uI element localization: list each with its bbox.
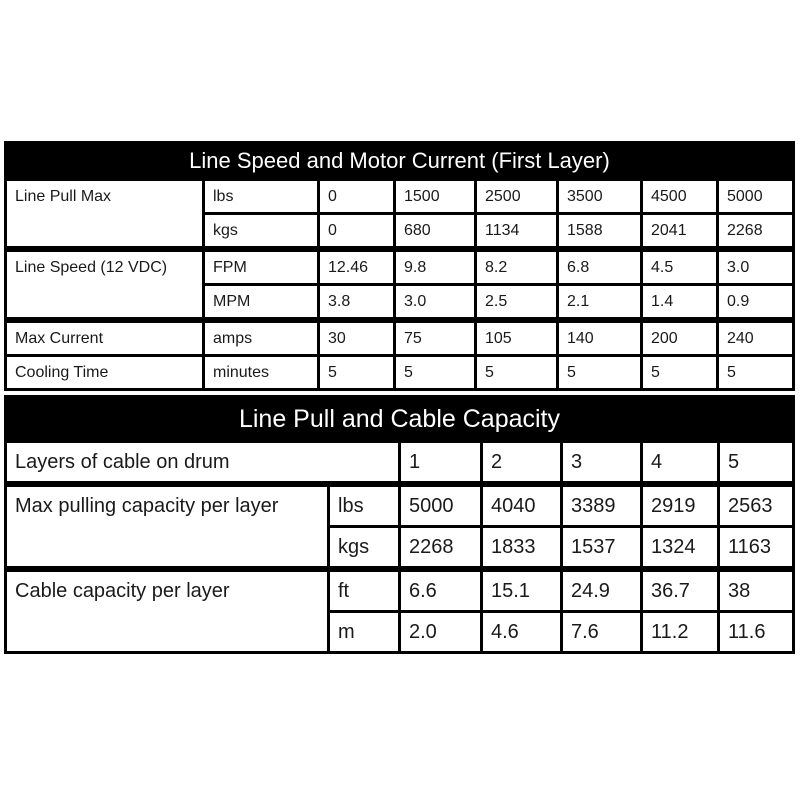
row-label: Cable capacity per layer (7, 569, 327, 651)
table-title: Line Speed and Motor Current (First Laye… (7, 144, 792, 178)
value-cell: 6.8 (559, 249, 640, 283)
value-cell: 11.6 (720, 613, 792, 651)
unit-cell: m (330, 613, 398, 651)
value-cell: 12.46 (320, 249, 393, 283)
value-cell: 1500 (396, 181, 474, 212)
value-cell: 200 (643, 320, 716, 354)
value-cell: 8.2 (477, 249, 556, 283)
value-cell: 2268 (401, 528, 480, 566)
value-cell: 4040 (483, 484, 560, 525)
unit-cell: FPM (205, 249, 317, 283)
value-cell: 2.1 (559, 286, 640, 317)
value-cell: 240 (719, 320, 792, 354)
value-cell: 2500 (477, 181, 556, 212)
value-cell: 1324 (643, 528, 717, 566)
value-cell: 5 (320, 357, 393, 388)
value-cell: 140 (559, 320, 640, 354)
value-cell: 5 (477, 357, 556, 388)
value-cell: 3.8 (320, 286, 393, 317)
value-cell: 1833 (483, 528, 560, 566)
row-label: Cooling Time (7, 357, 202, 388)
table-row: kgs 0 680 1134 1588 2041 2268 (7, 215, 792, 246)
row-label: Layers of cable on drum (7, 443, 398, 481)
value-cell: 3389 (563, 484, 640, 525)
row-label: Max pulling capacity per layer (7, 484, 327, 566)
header-cell: 1 (401, 443, 480, 481)
value-cell: 5000 (719, 181, 792, 212)
value-cell: 3500 (559, 181, 640, 212)
value-cell: 1.4 (643, 286, 716, 317)
table-row: MPM 3.8 3.0 2.5 2.1 1.4 0.9 (7, 286, 792, 317)
table-row: Line Speed (12 VDC) FPM 12.46 9.8 8.2 6.… (7, 249, 792, 317)
unit-cell: kgs (330, 528, 398, 566)
value-cell: 5 (719, 357, 792, 388)
value-cell: 36.7 (643, 569, 717, 610)
value-cell: 1537 (563, 528, 640, 566)
line-speed-table: Line Speed and Motor Current (First Laye… (4, 141, 795, 391)
value-cell: 2.5 (477, 286, 556, 317)
value-cell: 5000 (401, 484, 480, 525)
value-cell: 0.9 (719, 286, 792, 317)
header-cell: 4 (643, 443, 717, 481)
unit-cell: kgs (205, 215, 317, 246)
table-row: m 2.0 4.6 7.6 11.2 11.6 (7, 613, 792, 651)
unit-cell: amps (205, 320, 317, 354)
value-cell: 105 (477, 320, 556, 354)
value-cell: 680 (396, 215, 474, 246)
table-row: Cable capacity per layer ft 6.6 15.1 24.… (7, 569, 792, 651)
header-cell: 2 (483, 443, 560, 481)
value-cell: 30 (320, 320, 393, 354)
value-cell: 2919 (643, 484, 717, 525)
value-cell: 7.6 (563, 613, 640, 651)
value-cell: 75 (396, 320, 474, 354)
value-cell: 5 (396, 357, 474, 388)
unit-cell: ft (330, 569, 398, 610)
header-cell: 3 (563, 443, 640, 481)
value-cell: 3.0 (719, 249, 792, 283)
value-cell: 24.9 (563, 569, 640, 610)
table-row: Max Current amps 30 75 105 140 200 240 (7, 320, 792, 354)
row-label: Max Current (7, 320, 202, 354)
value-cell: 2563 (720, 484, 792, 525)
value-cell: 9.8 (396, 249, 474, 283)
table-row: Line Pull Max lbs 0 1500 2500 3500 4500 … (7, 181, 792, 246)
table-title: Line Pull and Cable Capacity (7, 398, 792, 440)
row-label: Line Pull Max (7, 181, 202, 246)
value-cell: 0 (320, 181, 393, 212)
unit-cell: lbs (330, 484, 398, 525)
value-cell: 1134 (477, 215, 556, 246)
table-header-row: Layers of cable on drum 1 2 3 4 5 (7, 443, 792, 481)
value-cell: 1588 (559, 215, 640, 246)
cable-capacity-table: Line Pull and Cable Capacity Layers of c… (4, 395, 795, 654)
unit-cell: MPM (205, 286, 317, 317)
value-cell: 5 (643, 357, 716, 388)
value-cell: 3.0 (396, 286, 474, 317)
value-cell: 11.2 (643, 613, 717, 651)
unit-cell: lbs (205, 181, 317, 212)
value-cell: 15.1 (483, 569, 560, 610)
value-cell: 2268 (719, 215, 792, 246)
row-label: Line Speed (12 VDC) (7, 249, 202, 317)
value-cell: 1163 (720, 528, 792, 566)
value-cell: 4.6 (483, 613, 560, 651)
table-row: Max pulling capacity per layer lbs 5000 … (7, 484, 792, 566)
value-cell: 0 (320, 215, 393, 246)
table-row: kgs 2268 1833 1537 1324 1163 (7, 528, 792, 566)
value-cell: 38 (720, 569, 792, 610)
header-cell: 5 (720, 443, 792, 481)
value-cell: 2041 (643, 215, 716, 246)
value-cell: 5 (559, 357, 640, 388)
value-cell: 6.6 (401, 569, 480, 610)
unit-cell: minutes (205, 357, 317, 388)
value-cell: 4.5 (643, 249, 716, 283)
table-row: Cooling Time minutes 5 5 5 5 5 5 (7, 357, 792, 388)
value-cell: 2.0 (401, 613, 480, 651)
value-cell: 4500 (643, 181, 716, 212)
